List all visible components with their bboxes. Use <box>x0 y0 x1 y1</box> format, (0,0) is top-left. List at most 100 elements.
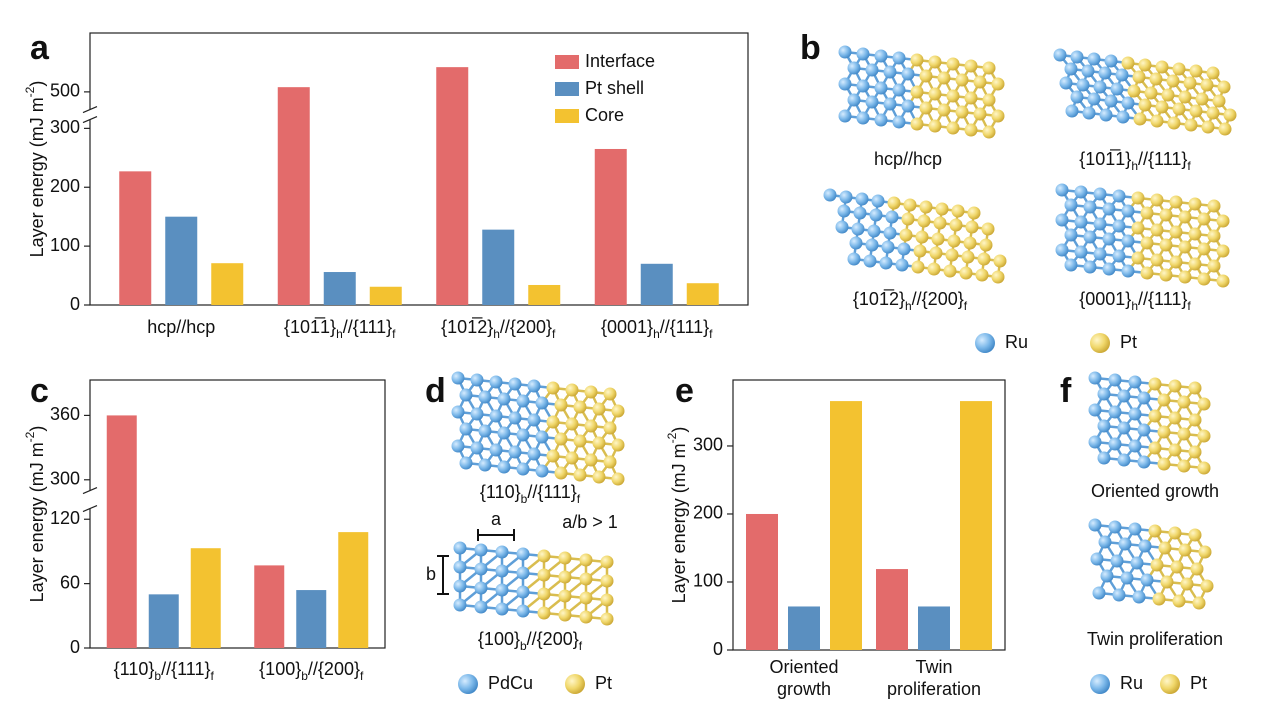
atom <box>963 236 977 250</box>
x-tick-label-box: Twin proliferation <box>887 657 981 699</box>
atom <box>1168 379 1182 393</box>
atom <box>1158 541 1172 555</box>
atom <box>535 430 549 444</box>
atom <box>1112 588 1126 602</box>
atom <box>546 449 560 463</box>
atom <box>1090 552 1104 566</box>
atom <box>1177 459 1191 473</box>
atom <box>1064 62 1078 76</box>
legend-label: Ru <box>1005 332 1028 352</box>
atom <box>516 585 530 599</box>
structure-caption-part: f <box>577 492 581 506</box>
atom <box>1121 264 1135 278</box>
atom <box>554 398 568 412</box>
atom <box>495 545 509 559</box>
atom <box>453 598 467 612</box>
x-tick-label-part: h <box>336 327 343 341</box>
legend-atom <box>458 674 478 694</box>
atom <box>865 95 879 109</box>
atomic-structure <box>1088 371 1211 475</box>
atom <box>867 224 881 238</box>
atom <box>1207 229 1221 243</box>
atom <box>937 103 951 117</box>
atom <box>537 606 551 620</box>
atom <box>1064 258 1078 272</box>
atom <box>1159 238 1173 252</box>
atom <box>946 121 960 135</box>
axis-break-mask <box>82 490 96 509</box>
y-tick-label: 300 <box>693 435 723 455</box>
atom <box>1110 82 1124 96</box>
atom <box>856 79 870 93</box>
atom <box>546 381 560 395</box>
atom <box>600 555 614 569</box>
atom <box>470 441 484 455</box>
x-tick-label-part: f <box>552 327 556 341</box>
atom <box>933 216 947 230</box>
atom <box>856 47 870 61</box>
panel-label: b <box>800 29 821 67</box>
atom <box>470 373 484 387</box>
atom <box>883 97 897 111</box>
atom <box>489 409 503 423</box>
legend-label: Pt <box>1190 673 1207 693</box>
atom <box>895 258 909 272</box>
x-tick-label-part: f <box>210 669 214 683</box>
atom <box>478 458 492 472</box>
bar <box>323 272 356 305</box>
atom <box>1148 409 1162 423</box>
atom <box>1195 92 1209 106</box>
structure-caption-part: //{111} <box>1138 149 1187 169</box>
x-tick-label: {110}b//{111}f <box>114 659 215 683</box>
atom <box>1121 234 1135 248</box>
atom <box>1108 520 1122 534</box>
y-tick-label: 100 <box>693 571 723 591</box>
atom <box>453 560 467 574</box>
atom <box>611 472 625 486</box>
y-tick-label: 500 <box>50 81 80 101</box>
x-tick-label: Oriented growth <box>769 657 839 699</box>
atom <box>839 190 853 204</box>
atom <box>1180 577 1194 591</box>
atom <box>579 591 593 605</box>
atom <box>1168 443 1182 457</box>
atom <box>865 63 879 77</box>
y-tick-label: 0 <box>713 639 723 659</box>
atom <box>554 466 568 480</box>
atom <box>1184 118 1198 132</box>
atom <box>1117 421 1131 435</box>
atom <box>1218 122 1232 136</box>
atom <box>1148 524 1162 538</box>
structure-caption-part: b <box>521 492 528 506</box>
atom <box>516 604 530 618</box>
atom <box>1216 214 1230 228</box>
atom <box>508 411 522 425</box>
atom <box>489 443 503 457</box>
atom <box>1053 48 1067 62</box>
atom <box>1074 185 1088 199</box>
atom <box>1140 236 1154 250</box>
axis-break <box>82 504 98 513</box>
atom <box>1087 92 1101 106</box>
atom <box>964 91 978 105</box>
atom <box>1099 108 1113 122</box>
y-tick-label: 360 <box>50 404 80 424</box>
legend-swatch <box>555 109 579 123</box>
atom <box>1157 425 1171 439</box>
atom <box>1110 554 1124 568</box>
atom <box>1131 251 1145 265</box>
structure-caption-part: //{200} <box>527 629 579 649</box>
atom <box>516 462 530 476</box>
x-tick-label: hcp//hcp <box>147 317 215 337</box>
bar <box>876 569 908 650</box>
atom <box>603 455 617 469</box>
structure-caption-part: h <box>1131 159 1138 173</box>
structure-caption-part: //{200} <box>912 289 964 309</box>
atom <box>919 101 933 115</box>
atom <box>1201 120 1215 134</box>
atom <box>1128 439 1142 453</box>
atom <box>1198 545 1212 559</box>
atom <box>579 553 593 567</box>
atom <box>1183 76 1197 90</box>
